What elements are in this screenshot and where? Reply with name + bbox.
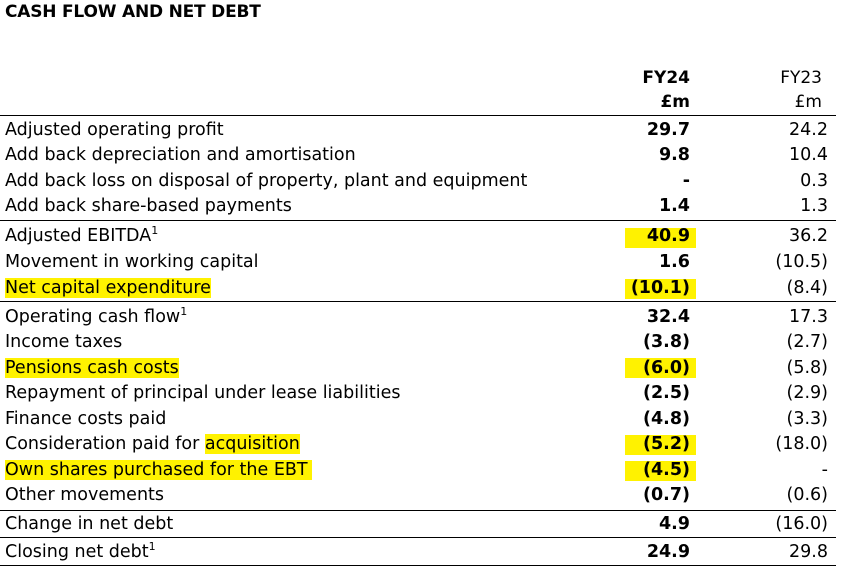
footnote-marker: 1 [151, 224, 159, 238]
table-row: Movement in working capital 1.6 (10.5) [0, 250, 842, 276]
value-fy24: 1.6 [658, 252, 690, 272]
table-row: Net capital expenditure (10.1) (8.4) [0, 276, 842, 302]
capex-rule [0, 301, 836, 302]
value-fy23: 1.3 [800, 196, 828, 216]
row-label: Add back depreciation and amortisation [5, 145, 356, 165]
table-row: Other movements (0.7) (0.6) [0, 483, 842, 509]
change-rule [0, 510, 836, 511]
table-row: Closing net debt1 24.9 29.8 [0, 540, 842, 566]
value-fy23: (10.5) [775, 252, 828, 272]
row-label: Income taxes [5, 332, 123, 352]
row-label: Change in net debt [5, 514, 174, 534]
value-fy23: (2.9) [786, 383, 829, 403]
value-fy24: (5.2) [643, 434, 690, 454]
row-label: Pensions cash costs [5, 356, 179, 380]
value-fy23: 24.2 [789, 120, 828, 140]
value-fy23: (16.0) [775, 514, 828, 534]
label-text: Closing net debt [5, 542, 149, 562]
row-label: Finance costs paid [5, 409, 167, 429]
value-fy23: (2.7) [786, 332, 829, 352]
table-row: Consideration paid for acquisition (5.2)… [0, 432, 842, 458]
row-label: Repayment of principal under lease liabi… [5, 383, 401, 403]
row-label: Other movements [5, 485, 165, 505]
fy24-label: FY24 [642, 68, 690, 88]
page-title: CASH FLOW AND NET DEBT [5, 2, 261, 22]
value-fy24: 1.4 [658, 196, 690, 216]
value-fy24: (10.1) [630, 278, 690, 298]
highlighted-word: acquisition [204, 434, 300, 454]
ebitda-rule [0, 220, 836, 221]
header-rule [0, 115, 836, 116]
value-fy24: 32.4 [646, 307, 690, 327]
value-fy23: (0.6) [786, 485, 829, 505]
row-label: Adjusted operating profit [5, 120, 224, 140]
column-header-fy23: FY23 £m [740, 66, 822, 114]
value-fy23: 10.4 [789, 145, 828, 165]
table-row: Operating cash flow1 32.4 17.3 [0, 305, 842, 331]
value-fy24: 4.9 [658, 514, 690, 534]
row-label: Consideration paid for acquisition [5, 432, 300, 456]
table-row: Add back loss on disposal of property, p… [0, 169, 842, 195]
table-row: Pensions cash costs (6.0) (5.8) [0, 356, 842, 382]
value-fy24: (4.8) [643, 409, 690, 429]
highlighted-label: Pensions cash costs [5, 358, 179, 378]
highlight-pensions-value [625, 358, 696, 378]
fy23-label: FY23 [780, 68, 822, 88]
value-fy24: 40.9 [646, 226, 690, 246]
row-label: Closing net debt1 [5, 540, 156, 564]
table-row: Income taxes (3.8) (2.7) [0, 330, 842, 356]
row-label: Adjusted EBITDA1 [5, 224, 158, 248]
table-row: Repayment of principal under lease liabi… [0, 381, 842, 407]
highlight-acquisition-value [625, 435, 696, 455]
bottom-rule [0, 565, 836, 566]
row-label: Own shares purchased for the EBT [5, 458, 312, 482]
row-label: Add back share-based payments [5, 196, 292, 216]
value-fy23: - [821, 460, 828, 480]
column-header-fy24: FY24 £m [600, 66, 690, 114]
highlight-ebt-value [625, 461, 696, 481]
value-fy24: 9.8 [658, 145, 690, 165]
highlight-ebitda-value [625, 228, 696, 248]
value-fy24: (2.5) [643, 383, 690, 403]
table-row: Change in net debt 4.9 (16.0) [0, 512, 842, 538]
footnote-marker: 1 [180, 305, 188, 319]
value-fy23: (3.3) [786, 409, 829, 429]
label-text: Consideration paid for [5, 434, 205, 454]
value-fy24: (0.7) [643, 485, 690, 505]
value-fy24: 29.7 [646, 120, 690, 140]
value-fy23: 0.3 [800, 171, 828, 191]
table-row: Finance costs paid (4.8) (3.3) [0, 407, 842, 433]
value-fy23: (18.0) [775, 434, 828, 454]
value-fy23: 36.2 [789, 226, 828, 246]
value-fy24: (6.0) [643, 358, 690, 378]
row-label: Net capital expenditure [5, 276, 211, 300]
highlight-capex-value [625, 279, 696, 299]
value-fy24: - [682, 171, 690, 191]
value-fy24: (4.5) [643, 460, 690, 480]
fy23-unit: £m [794, 92, 822, 112]
label-text: Adjusted EBITDA [5, 226, 152, 246]
row-label: Movement in working capital [5, 252, 259, 272]
table-row: Adjusted operating profit 29.7 24.2 [0, 118, 842, 144]
highlighted-label: Own shares purchased for the EBT [5, 460, 312, 480]
fy24-unit: £m [660, 92, 690, 112]
table-row: Add back depreciation and amortisation 9… [0, 143, 842, 169]
table-row: Add back share-based payments 1.4 1.3 [0, 194, 842, 220]
value-fy24: 24.9 [646, 542, 690, 562]
value-fy23: (8.4) [786, 278, 829, 298]
row-label: Operating cash flow1 [5, 305, 187, 329]
footnote-marker: 1 [148, 540, 156, 554]
value-fy23: 29.8 [789, 542, 828, 562]
row-label: Add back loss on disposal of property, p… [5, 171, 528, 191]
highlighted-label: Net capital expenditure [5, 278, 211, 298]
table-row: Own shares purchased for the EBT (4.5) - [0, 458, 842, 484]
label-text: Operating cash flow [5, 307, 181, 327]
closing-rule [0, 537, 836, 538]
value-fy23: (5.8) [786, 358, 829, 378]
table-row: Adjusted EBITDA1 40.9 36.2 [0, 224, 842, 250]
value-fy24: (3.8) [643, 332, 690, 352]
value-fy23: 17.3 [789, 307, 828, 327]
